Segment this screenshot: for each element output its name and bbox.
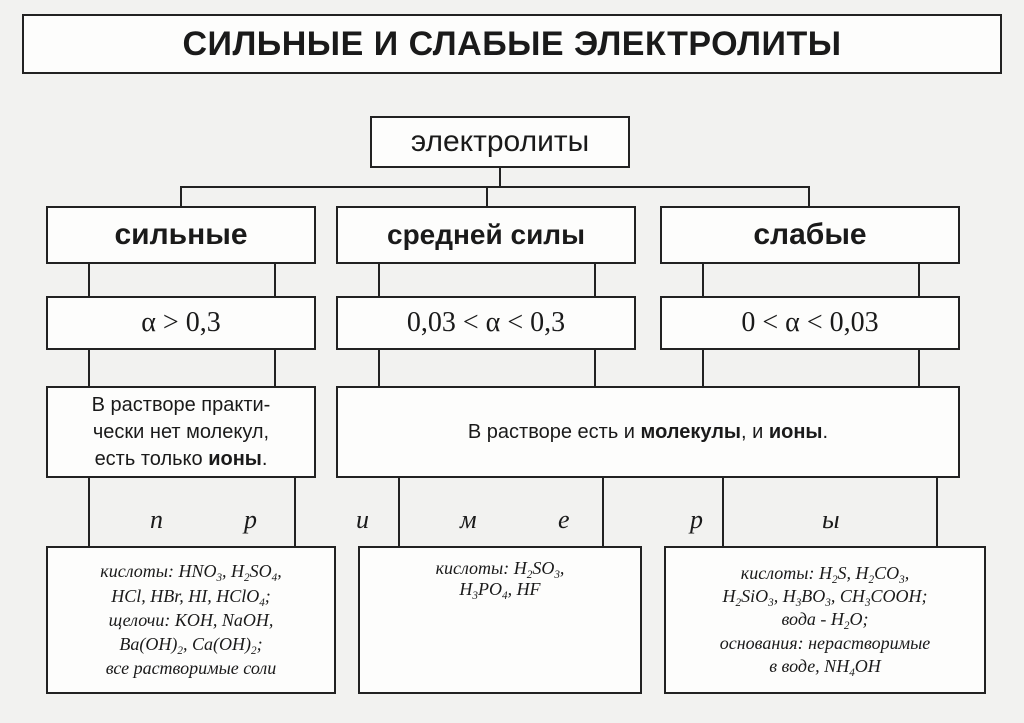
conn [594,350,596,386]
conn [88,478,90,546]
alpha-strong: α > 0,3 [46,296,316,350]
state-shared-text: В растворе есть и молекулы, и ионы. [468,421,828,444]
ex-letter-3: м [460,505,477,535]
conn [918,264,920,296]
conn [499,168,501,186]
conn [378,264,380,296]
conn [88,264,90,296]
conn [180,186,810,188]
alpha-medium: 0,03 < α < 0,3 [336,296,636,350]
conn [702,264,704,296]
ex-letter-0: п [150,505,163,535]
conn [722,478,724,546]
ex-weak-text: кислоты: H2S, H2CO3,H2SiO3, H3BO3, CH3CO… [720,562,931,679]
state-strong: В растворе практи-чески нет молекул,есть… [46,386,316,478]
conn [808,186,810,206]
cat-strong-label: сильные [114,218,247,252]
ex-letter-5: р [690,505,703,535]
conn [936,478,938,546]
conn [594,264,596,296]
alpha-strong-text: α > 0,3 [141,307,220,339]
ex-medium-text: кислоты: H2SO3,H3PO4, HF [436,558,565,600]
title-box: СИЛЬНЫЕ И СЛАБЫЕ ЭЛЕКТРОЛИТЫ [22,14,1002,74]
conn [378,350,380,386]
alpha-medium-text: 0,03 < α < 0,3 [407,307,565,339]
conn [918,350,920,386]
ex-letter-1: р [244,505,257,535]
conn [294,478,296,546]
ex-strong: кислоты: HNO3, H2SO4,HCl, HBr, HI, HClO4… [46,546,336,694]
state-shared: В растворе есть и молекулы, и ионы. [336,386,960,478]
conn [486,186,488,206]
cat-medium: средней силы [336,206,636,264]
state-strong-text: В растворе практи-чески нет молекул,есть… [92,392,271,473]
cat-weak-label: слабые [753,218,866,252]
ex-letter-2: и [356,505,369,535]
cat-weak: слабые [660,206,960,264]
root-box: электролиты [370,116,630,168]
conn [702,350,704,386]
cat-medium-label: средней силы [387,219,585,251]
ex-medium: кислоты: H2SO3,H3PO4, HF [358,546,642,694]
cat-strong: сильные [46,206,316,264]
ex-letter-4: е [558,505,570,535]
conn [88,350,90,386]
conn [602,478,604,546]
ex-letter-6: ы [822,505,840,535]
conn [398,478,400,546]
title-text: СИЛЬНЫЕ И СЛАБЫЕ ЭЛЕКТРОЛИТЫ [182,25,841,64]
conn [274,350,276,386]
conn [274,264,276,296]
root-label: электролиты [411,125,589,159]
conn [180,186,182,206]
alpha-weak: 0 < α < 0,03 [660,296,960,350]
ex-strong-text: кислоты: HNO3, H2SO4,HCl, HBr, HI, HClO4… [100,559,281,680]
ex-weak: кислоты: H2S, H2CO3,H2SiO3, H3BO3, CH3CO… [664,546,986,694]
alpha-weak-text: 0 < α < 0,03 [741,307,878,339]
